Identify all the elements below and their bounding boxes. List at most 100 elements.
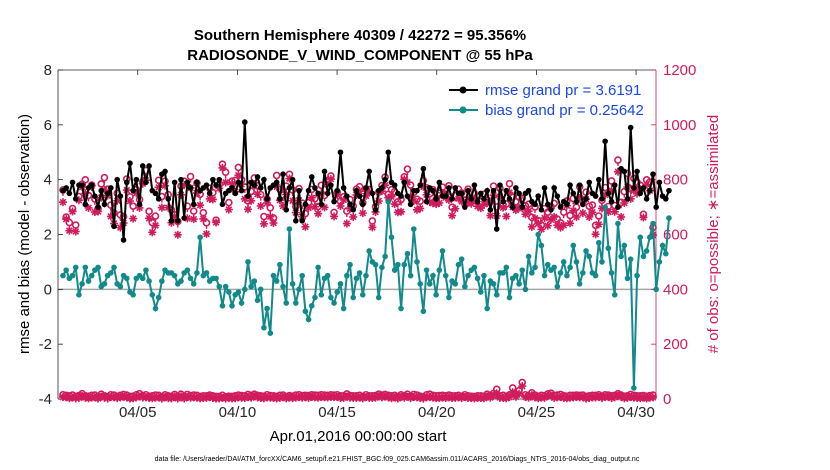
rmse-point [152, 190, 159, 197]
rmse-point [372, 207, 379, 213]
footer-data-file: data file: /Users/raeder/DAI/ATM_forcXX/… [155, 456, 640, 463]
obs_possible-marker [343, 207, 351, 218]
rmse-point [187, 185, 194, 191]
rmse-point [261, 176, 267, 183]
y-right-tick-label: 800 [663, 172, 688, 189]
bias-point [264, 305, 270, 312]
obs_possible-marker [317, 181, 326, 192]
bias-point [155, 294, 162, 301]
y-axis-right-label: # of obs: o=possible; ∗=assimilated [705, 115, 722, 354]
rmse-point [334, 187, 341, 194]
bias-point [299, 272, 305, 279]
obs_possible-marker [269, 214, 278, 224]
rmse-point [666, 187, 672, 194]
obs_possible-marker [448, 203, 456, 214]
rmse-point [631, 185, 637, 191]
obs_possible-marker [225, 198, 233, 209]
rmse-point [366, 168, 372, 175]
obs_possible_low-marker [518, 378, 527, 389]
bias-point [605, 245, 612, 252]
plot-area: 04/05 04/10 04/15 04/20 04/25 04/30-4-2024680… [39, 62, 697, 421]
bias-point [430, 272, 436, 279]
rmse-point [497, 182, 503, 188]
bias-point [647, 234, 653, 241]
obs_assimilated-marker [256, 201, 265, 210]
bias-point [229, 302, 235, 309]
bias-point [331, 300, 337, 306]
bias-point [203, 270, 210, 276]
rmse-point [181, 215, 187, 221]
x-tick-label: 04/20 [418, 404, 456, 421]
rmse-point [650, 171, 656, 177]
bias-point [353, 275, 360, 282]
rmse-point [213, 182, 219, 188]
obs_possible-marker [129, 202, 137, 213]
rmse-point [532, 201, 538, 208]
rmse-point [283, 207, 290, 213]
rmse-point [621, 168, 628, 175]
bias-point [359, 292, 366, 298]
rmse-point [423, 198, 430, 205]
obs_assimilated-marker [301, 222, 310, 231]
bias-point [599, 259, 605, 265]
y-left-tick-label: -4 [39, 391, 52, 408]
bias-point [184, 267, 191, 273]
rmse-point [350, 207, 357, 213]
obs_assimilated-marker [202, 229, 211, 238]
rmse-point [127, 160, 133, 167]
bias-point [442, 272, 449, 279]
obs_possible_low-marker [515, 386, 523, 397]
rmse-point [88, 182, 95, 188]
bias-point [241, 286, 248, 293]
bias-point [257, 286, 264, 293]
rmse-point [541, 185, 548, 191]
obs_possible-marker [266, 203, 275, 214]
rmse-point [359, 201, 366, 208]
bias-point [385, 198, 392, 205]
rmse-point [506, 196, 513, 202]
bias-point [567, 264, 573, 271]
bias-point [85, 278, 92, 284]
rmse-point [72, 196, 79, 202]
y-right-tick-label: 0 [663, 391, 671, 408]
rmse-point [446, 185, 452, 191]
bias-point [583, 248, 589, 254]
obs_possible-marker [119, 212, 128, 223]
bias-point [139, 275, 146, 282]
bias-point [411, 226, 417, 232]
rmse-point [289, 176, 296, 183]
bias-point [340, 305, 347, 312]
bias-point [286, 226, 293, 232]
rmse-point [162, 168, 168, 175]
obs_possible-marker [416, 197, 424, 208]
rmse-point [513, 185, 519, 191]
rmse-point [624, 196, 631, 202]
rmse-point [538, 207, 545, 213]
obs_possible-marker [100, 173, 109, 184]
bias-point [662, 250, 669, 257]
bias-point [190, 281, 197, 287]
rmse-point [92, 193, 98, 199]
bias-point [60, 272, 66, 279]
bias-point [219, 302, 226, 309]
rmse-point [308, 174, 315, 180]
bias-point [592, 272, 599, 279]
bias-point [458, 256, 465, 262]
bias-point [213, 275, 219, 282]
rmse-point [592, 193, 599, 199]
bias-point [433, 292, 439, 298]
obs_possible-marker [71, 221, 80, 232]
bias-point [108, 270, 114, 276]
rmse-point [353, 187, 360, 194]
y-left-tick-label: 6 [44, 117, 52, 134]
x-tick-label: 04/10 [219, 404, 257, 421]
bias-point [146, 278, 152, 284]
rmse-point [190, 201, 197, 208]
rmse-point [414, 187, 420, 194]
rmse-point [123, 179, 130, 186]
rmse-point [643, 196, 650, 202]
bias-point [159, 278, 165, 284]
rmse-point [637, 190, 644, 197]
bias-point [532, 264, 538, 271]
